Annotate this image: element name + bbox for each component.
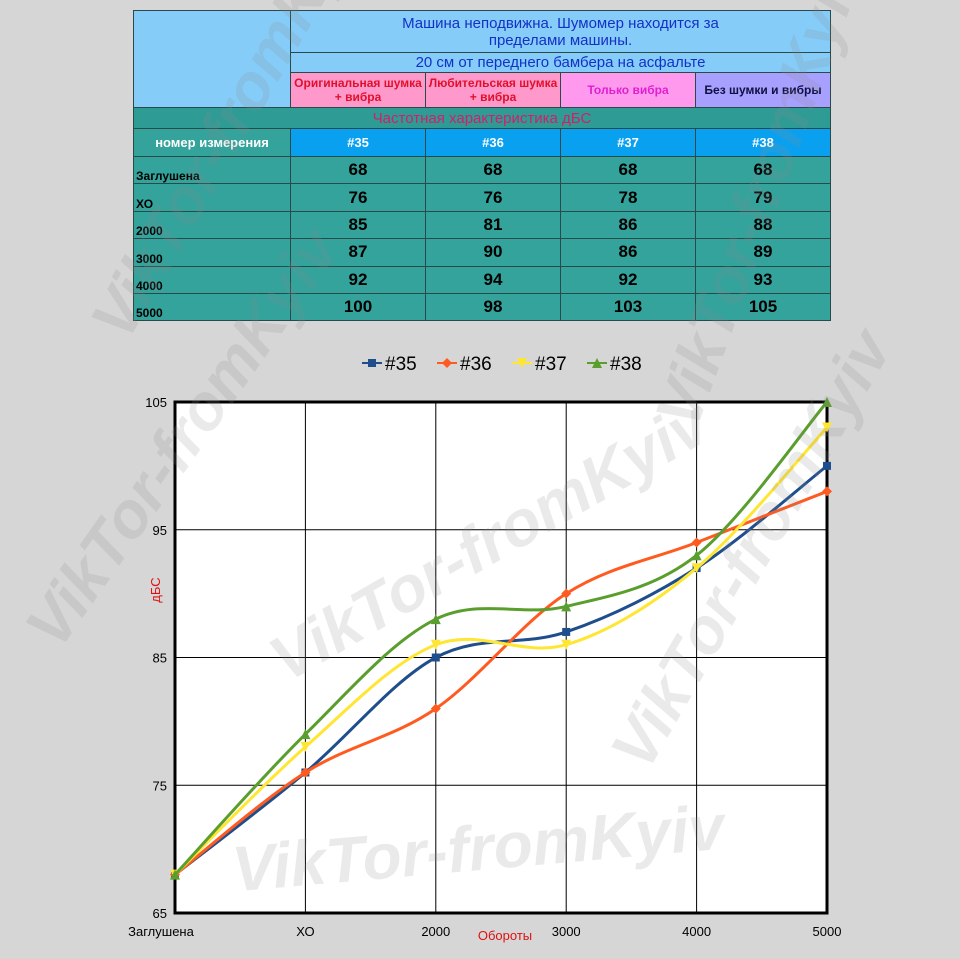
value-cell: 88 — [695, 210, 831, 240]
row-label: 2000 — [133, 210, 291, 240]
x-axis-label: Обороты — [478, 928, 532, 943]
value-cell: 76 — [425, 183, 561, 212]
x-tick-label: 5000 — [813, 924, 842, 939]
marker — [300, 729, 311, 740]
marker — [561, 588, 572, 599]
series-line — [173, 426, 829, 876]
marker — [561, 601, 572, 612]
table-row: ХО 76 76 78 79 — [133, 183, 831, 212]
marker — [368, 359, 376, 367]
x-tick-label: Заглушена — [128, 924, 194, 939]
value-cell: 81 — [425, 210, 561, 240]
value-cell: 76 — [290, 183, 426, 212]
value-cell: 92 — [290, 265, 426, 294]
value-cell: 68 — [425, 155, 561, 185]
marker — [691, 563, 702, 574]
marker — [300, 741, 311, 752]
y-tick-label: 85 — [153, 651, 167, 666]
y-tick-label: 95 — [153, 523, 167, 538]
value-cell: 90 — [425, 238, 561, 267]
marker — [442, 358, 452, 368]
value-cell: 68 — [290, 155, 426, 185]
value-cell: 98 — [425, 292, 561, 322]
marker — [823, 461, 831, 470]
row-label: 4000 — [133, 265, 291, 294]
value-cell: 86 — [560, 210, 696, 240]
value-cell: 85 — [290, 210, 426, 240]
marker — [592, 358, 602, 368]
table-row: 20 см от переднего бамбера на асфальте — [134, 52, 831, 73]
x-tick-label: ХО — [296, 924, 314, 939]
value-cell: 105 — [695, 292, 831, 322]
id-cell: #37 — [560, 128, 696, 157]
marker — [561, 639, 572, 650]
marker — [691, 550, 702, 561]
section-title: Частотная характеристика дБС — [133, 107, 831, 129]
corner-cell — [133, 10, 291, 108]
table-row: 4000 92 94 92 93 — [133, 265, 831, 294]
legend-label: #37 — [535, 354, 567, 375]
id-cell: #38 — [695, 128, 831, 157]
value-cell: 92 — [560, 265, 696, 294]
marker — [822, 397, 832, 407]
value-cell: 79 — [695, 183, 831, 212]
legend-label: #35 — [385, 354, 417, 375]
marker — [822, 422, 832, 433]
marker — [517, 358, 527, 368]
marker — [170, 869, 180, 880]
marker — [430, 639, 441, 650]
x-tick-label: 4000 — [682, 924, 711, 939]
value-cell: 94 — [425, 265, 561, 294]
legend-label: #38 — [610, 354, 642, 375]
table-row: Заглушена 68 68 68 68 — [133, 155, 831, 185]
y-tick-label: 105 — [145, 395, 167, 410]
y-axis-label: дБС — [148, 577, 163, 602]
y-tick-label: 65 — [153, 906, 167, 921]
row-label: ХО — [133, 183, 291, 212]
x-tick-label: 3000 — [552, 924, 581, 939]
series-line — [173, 401, 829, 876]
marker — [562, 627, 571, 636]
table-row: номер измерения #35 #36 #37 #38 — [133, 128, 831, 157]
column-header: Оригинальная шумка + вибра — [290, 72, 426, 108]
value-cell: 103 — [560, 292, 696, 322]
marker — [691, 537, 702, 548]
table-subtitle: 20 см от переднего бамбера на асфальте — [290, 52, 831, 73]
x-tick-label: 2000 — [421, 924, 450, 939]
marker — [430, 614, 441, 625]
id-label: номер измерения — [133, 128, 291, 157]
y-tick-label: 75 — [153, 778, 167, 793]
marker — [430, 703, 441, 714]
value-cell: 87 — [290, 238, 426, 267]
marker — [431, 653, 440, 662]
id-cell: #35 — [290, 128, 426, 157]
table-row: 5000 100 98 103 105 — [133, 292, 831, 322]
value-cell: 68 — [560, 155, 696, 185]
series-line — [174, 490, 828, 876]
data-table: Машина неподвижна. Шумомер находится за … — [133, 10, 831, 322]
legend-label: #36 — [460, 354, 492, 375]
column-header: Без шумки и вибры — [695, 72, 831, 108]
plot-border — [173, 400, 829, 915]
marker — [300, 767, 311, 778]
row-label: 5000 — [133, 292, 291, 322]
row-label: Заглушена — [133, 155, 291, 185]
value-cell: 68 — [695, 155, 831, 185]
table-row: Частотная характеристика дБС — [133, 107, 831, 129]
marker — [822, 486, 832, 497]
value-cell: 93 — [695, 265, 831, 294]
table-row: 2000 85 81 86 88 — [133, 210, 831, 240]
